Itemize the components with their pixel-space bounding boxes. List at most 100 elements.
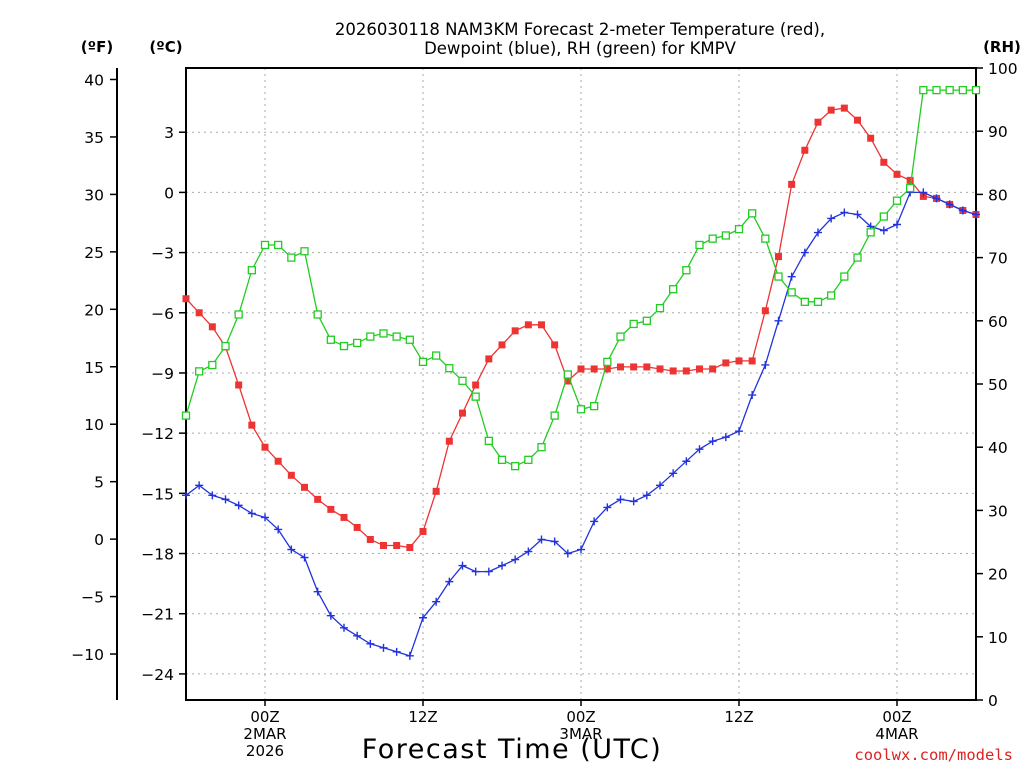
- x-tick-label: 00Z: [566, 708, 595, 726]
- rh-point: [432, 351, 441, 360]
- rh-point: [274, 240, 283, 250]
- rh-tick-label: 60: [988, 313, 1008, 331]
- x-tick-label: 00Z: [882, 708, 911, 726]
- rh-point: [300, 247, 309, 256]
- rh-point: [590, 401, 599, 411]
- x-axis-title: Forecast Time (UTC): [362, 734, 663, 765]
- rh-point: [971, 85, 981, 95]
- 2-meter-temperature-point: [538, 321, 545, 329]
- x-tick-label: 4MAR: [875, 725, 918, 743]
- dewpoint-point: [721, 433, 730, 442]
- x-tick-label: 2026: [246, 742, 284, 760]
- 2-meter-temperature-point: [656, 365, 664, 373]
- rh-point: [879, 212, 888, 221]
- 2-meter-temperature-point: [814, 118, 822, 126]
- dewpoint-point: [853, 210, 862, 219]
- x-tick-label: 12Z: [408, 708, 437, 726]
- chart-title-line-2: Dewpoint (blue), RH (green) for KMPV: [424, 39, 737, 58]
- rh-point: [524, 455, 533, 464]
- 2-meter-temperature-point: [603, 365, 611, 373]
- rh-point: [958, 85, 967, 95]
- 2-meter-temperature-point: [696, 365, 703, 373]
- dewpoint-point: [656, 481, 664, 490]
- rh-point: [366, 332, 375, 341]
- 2-meter-temperature-point: [524, 321, 532, 329]
- rh-point: [906, 183, 915, 193]
- 2-meter-temperature-point: [788, 180, 796, 188]
- dewpoint-point: [274, 525, 283, 534]
- rh-point: [629, 319, 638, 329]
- 2-meter-temperature-point: [735, 357, 743, 365]
- 2-meter-temperature-point: [775, 253, 782, 261]
- 2-meter-temperature-point: [709, 365, 717, 373]
- rh-tick-label: 40: [988, 439, 1008, 457]
- 2-meter-temperature-point: [643, 363, 651, 371]
- rh-point: [919, 85, 928, 95]
- dewpoint-point: [879, 226, 888, 235]
- rh-point: [708, 234, 717, 243]
- rh-point: [840, 272, 849, 281]
- dewpoint-point: [445, 577, 454, 586]
- fahrenheit-tick-label: 0: [94, 531, 104, 549]
- rh-point: [181, 411, 191, 420]
- rh-point: [208, 360, 217, 370]
- celsius-tick-label: −18: [141, 546, 174, 564]
- x-tick-label: 12Z: [724, 708, 753, 726]
- fahrenheit-tick-label: −5: [81, 589, 104, 607]
- 2-meter-temperature-point: [432, 487, 440, 495]
- 2-meter-temperature-point: [353, 523, 361, 531]
- fahrenheit-tick-label: 25: [84, 244, 104, 262]
- fahrenheit-tick-label: 35: [84, 129, 104, 147]
- dewpoint-point: [471, 567, 480, 576]
- dewpoint-point: [972, 210, 980, 219]
- rh-tick-label: 20: [988, 566, 1008, 584]
- 2-meter-temperature-point: [564, 377, 572, 385]
- rh-tick-label: 70: [988, 250, 1008, 268]
- celsius-tick-label: 3: [164, 124, 174, 142]
- 2-meter-temperature-point: [906, 176, 914, 184]
- rh-point: [774, 272, 783, 281]
- dewpoint-point: [287, 545, 296, 554]
- dewpoint-point: [748, 391, 757, 400]
- rh-point: [471, 392, 480, 401]
- rh-point: [445, 364, 454, 373]
- rh-point: [734, 225, 744, 234]
- 2-meter-temperature-point: [669, 367, 677, 375]
- dewpoint-point: [616, 495, 625, 504]
- 2-meter-temperature-point: [617, 363, 624, 371]
- celsius-tick-label: −15: [141, 485, 174, 503]
- fahrenheit-tick-label: 20: [84, 301, 104, 319]
- 2-meter-temperature-point: [801, 146, 809, 154]
- rh-point: [616, 332, 625, 341]
- celsius-tick-label: −3: [151, 245, 174, 263]
- rh-point: [484, 436, 493, 446]
- rh-point: [603, 357, 612, 367]
- 2-meter-temperature-point: [511, 327, 519, 335]
- dewpoint-point: [353, 631, 362, 640]
- dewpoint-point: [787, 272, 796, 281]
- 2-meter-temperature-point: [630, 363, 638, 371]
- 2-meter-temperature-point: [854, 116, 861, 124]
- dewpoint-point: [458, 561, 467, 570]
- 2-meter-temperature-point: [722, 359, 730, 367]
- dewpoint-point: [932, 194, 941, 203]
- dewpoint-point: [182, 491, 190, 500]
- rh-point: [932, 85, 941, 95]
- dewpoint-point: [814, 228, 822, 237]
- x-tick-label: 00Z: [250, 708, 279, 726]
- dewpoint-point: [221, 495, 230, 504]
- dewpoint-point: [208, 491, 217, 500]
- rh-point: [642, 316, 651, 325]
- rh-point: [827, 291, 836, 300]
- dewpoint-point: [735, 427, 743, 436]
- dewpoint-point: [405, 651, 414, 660]
- rh-point: [682, 266, 691, 275]
- 2-meter-temperature-point: [235, 381, 243, 389]
- fahrenheit-tick-label: 40: [84, 71, 104, 89]
- dewpoint-point: [326, 611, 335, 620]
- rh-point: [853, 253, 862, 262]
- dewpoint-point: [419, 613, 427, 622]
- rh-point: [563, 370, 572, 379]
- 2-meter-temperature-point: [590, 365, 598, 373]
